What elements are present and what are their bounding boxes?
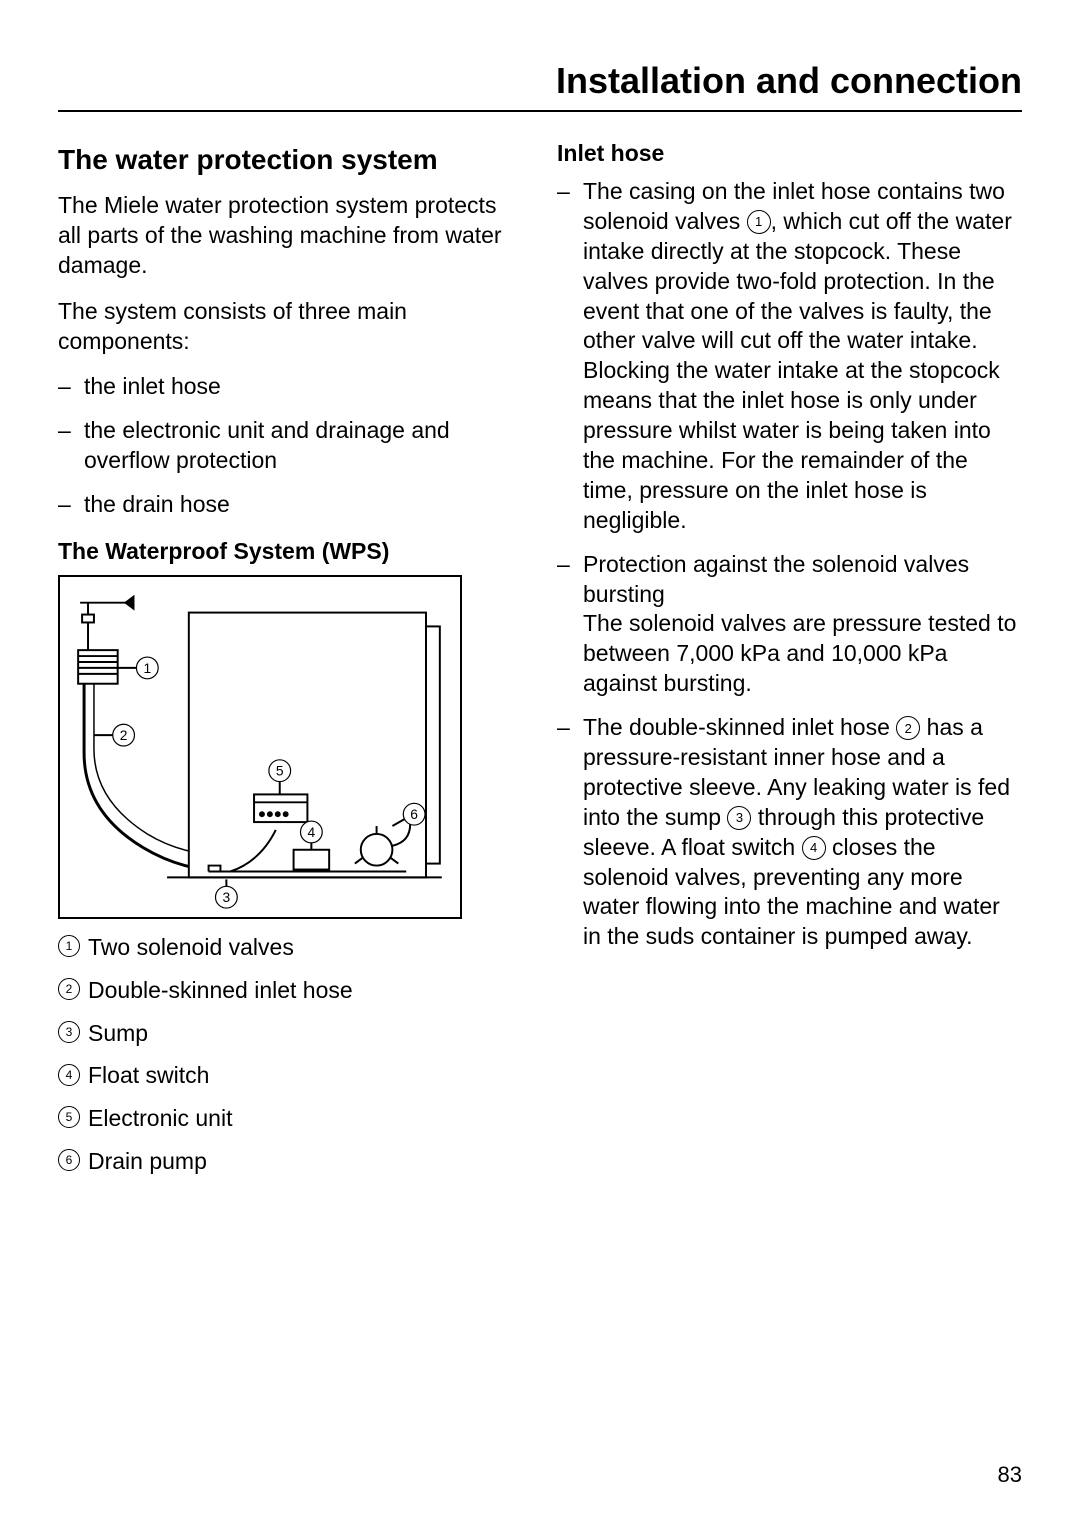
legend-label: Double-skinned inlet hose: [88, 976, 353, 1005]
legend-item: 5 Electronic unit: [58, 1104, 523, 1133]
legend-item: 3 Sump: [58, 1019, 523, 1048]
text-run: The solenoid valves are pressure tested …: [583, 610, 1016, 696]
legend-label: Float switch: [88, 1061, 209, 1090]
circled-number-icon: 5: [58, 1106, 80, 1128]
diagram-callout-5: 5: [276, 763, 284, 779]
circled-number-icon: 2: [58, 978, 80, 1000]
legend-label: Sump: [88, 1019, 148, 1048]
wps-diagram-svg: 1 2 3 4 5 6: [60, 577, 456, 913]
list-item: The double-skinned inlet hose 2 has a pr…: [557, 713, 1022, 952]
subheading-wps: The Waterproof System (WPS): [58, 538, 523, 565]
circled-number-icon: 3: [727, 806, 751, 830]
manual-page: Installation and connection The water pr…: [0, 0, 1080, 1532]
wps-diagram: 1 2 3 4 5 6: [58, 575, 462, 919]
inlet-hose-list: The casing on the inlet hose contains tw…: [557, 177, 1022, 952]
diagram-callout-1: 1: [143, 660, 151, 676]
text-run: Blocking the water intake at the stopcoc…: [583, 357, 1000, 532]
circled-number-icon: 6: [58, 1149, 80, 1171]
diagram-callout-2: 2: [120, 727, 128, 743]
diagram-callout-3: 3: [223, 889, 231, 905]
components-list: the inlet hose the electronic unit and d…: [58, 372, 523, 520]
intro-paragraph-2: The system consists of three main compon…: [58, 297, 523, 357]
list-item: the inlet hose: [58, 372, 523, 402]
list-item: the drain hose: [58, 490, 523, 520]
circled-number-icon: 1: [747, 210, 771, 234]
list-item: The casing on the inlet hose contains tw…: [557, 177, 1022, 536]
running-head: Installation and connection: [58, 60, 1022, 112]
legend-item: 6 Drain pump: [58, 1147, 523, 1176]
section-heading: The water protection system: [58, 142, 523, 177]
legend-label: Drain pump: [88, 1147, 207, 1176]
circled-number-icon: 3: [58, 1021, 80, 1043]
circled-number-icon: 1: [58, 935, 80, 957]
circled-number-icon: 4: [802, 836, 826, 860]
page-number: 83: [998, 1462, 1022, 1488]
legend-item: 4 Float switch: [58, 1061, 523, 1090]
right-column: Inlet hose The casing on the inlet hose …: [557, 136, 1022, 1190]
diagram-legend: 1 Two solenoid valves 2 Double-skinned inl…: [58, 933, 523, 1176]
text-run: The double-skinned inlet hose: [583, 714, 896, 740]
legend-label: Two solenoid valves: [88, 933, 294, 962]
legend-label: Electronic unit: [88, 1104, 232, 1133]
list-item: the electronic unit and drainage and ove…: [58, 416, 523, 476]
text-run: Protection against the solenoid valves b…: [583, 551, 969, 607]
subheading-inlet-hose: Inlet hose: [557, 140, 1022, 167]
legend-item: 2 Double-skinned inlet hose: [58, 976, 523, 1005]
intro-paragraph-1: The Miele water protection system protec…: [58, 191, 523, 281]
circled-number-icon: 4: [58, 1064, 80, 1086]
circled-number-icon: 2: [896, 716, 920, 740]
left-column: The water protection system The Miele wa…: [58, 136, 523, 1190]
two-column-layout: The water protection system The Miele wa…: [58, 136, 1022, 1190]
diagram-callout-4: 4: [308, 824, 316, 840]
legend-item: 1 Two solenoid valves: [58, 933, 523, 962]
list-item: Protection against the solenoid valves b…: [557, 550, 1022, 699]
diagram-callout-6: 6: [410, 806, 418, 822]
